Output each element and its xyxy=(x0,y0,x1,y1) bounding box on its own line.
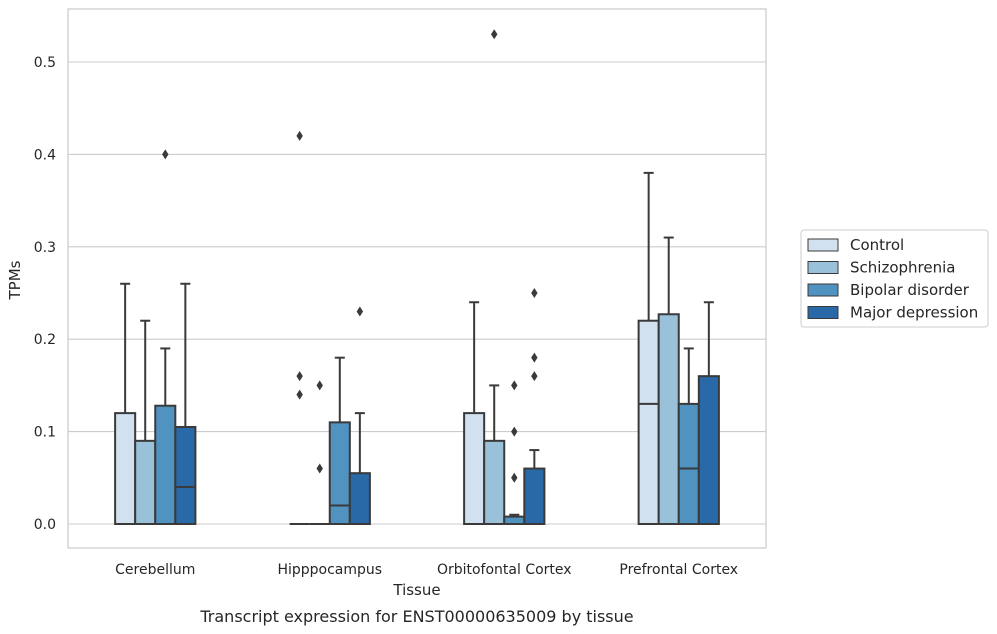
outlier-point xyxy=(296,130,303,141)
series-box xyxy=(483,29,506,525)
box-iqr xyxy=(697,375,720,525)
category-group xyxy=(637,171,720,526)
outlier-point xyxy=(511,426,518,437)
series-box xyxy=(134,319,157,525)
y-tick-label: 0.5 xyxy=(34,55,56,71)
series-box xyxy=(657,236,680,526)
y-ticks: 0.0 0.1 0.2 0.3 0.4 0.5 xyxy=(34,55,56,533)
series-box xyxy=(114,282,137,525)
legend-label: Major depression xyxy=(850,304,978,322)
box-iqr xyxy=(503,515,526,525)
series-box xyxy=(154,149,177,525)
x-tick-label: Cerebellum xyxy=(115,562,195,578)
x-ticks: Cerebellum Hipppocampus Orbitofontal Corte… xyxy=(115,562,738,578)
box-iqr xyxy=(463,412,486,525)
box-iqr xyxy=(637,319,660,525)
box-iqr xyxy=(114,412,137,525)
category-group xyxy=(289,130,371,525)
series-box xyxy=(174,282,197,526)
box-iqr xyxy=(677,402,700,526)
legend-label: Bipolar disorder xyxy=(850,281,970,299)
outlier-point xyxy=(511,380,518,391)
box-iqr xyxy=(174,425,197,526)
series-box xyxy=(523,288,546,525)
box-iqr xyxy=(134,439,157,525)
outlier-point xyxy=(356,306,364,317)
series-box xyxy=(677,347,700,526)
y-tick-label: 0.2 xyxy=(34,332,56,348)
box-iqr xyxy=(483,439,506,525)
outlier-point xyxy=(531,352,538,363)
series-box xyxy=(697,301,720,525)
y-tick-label: 0.4 xyxy=(34,147,56,163)
box-groups xyxy=(114,29,720,526)
outlier-point xyxy=(511,472,518,483)
legend-frame xyxy=(800,229,989,328)
y-tick-label: 0.0 xyxy=(34,517,56,533)
x-tick-label: Prefrontal Cortex xyxy=(619,562,738,578)
y-tick-label: 0.1 xyxy=(34,425,56,441)
series-box xyxy=(348,306,371,525)
category-group xyxy=(463,29,546,525)
series-box xyxy=(503,380,526,525)
box-iqr xyxy=(348,472,371,525)
box-iqr xyxy=(328,421,351,525)
legend-label: Control xyxy=(850,236,904,254)
x-axis-label: Tissue xyxy=(392,581,440,599)
y-axis-label: TPMs xyxy=(6,260,24,300)
box-iqr xyxy=(154,404,177,525)
outlier-point xyxy=(316,380,323,391)
legend-label: Schizophrenia xyxy=(850,259,955,277)
plot-frame xyxy=(67,8,767,549)
x-tick-label: Hipppocampus xyxy=(277,562,382,578)
box-iqr xyxy=(523,467,546,525)
legend-swatch xyxy=(807,261,839,274)
series-box xyxy=(328,356,351,525)
outlier-point xyxy=(296,389,303,400)
outlier-point xyxy=(316,463,323,474)
legend-swatch xyxy=(807,238,839,252)
x-tick-label: Orbitofontal Cortex xyxy=(437,562,572,578)
series-box xyxy=(309,380,330,525)
box-iqr xyxy=(657,313,680,526)
outlier-point xyxy=(531,288,538,298)
category-group xyxy=(114,149,197,526)
outlier-point xyxy=(491,29,498,40)
series-box xyxy=(289,130,310,525)
series-box xyxy=(463,301,486,525)
outlier-point xyxy=(162,149,169,160)
legend-swatch xyxy=(807,306,839,319)
legend: Control Schizophrenia Bipolar disorder Majo… xyxy=(800,229,989,328)
outlier-point xyxy=(531,371,538,382)
legend-swatch xyxy=(807,283,839,297)
y-tick-label: 0.3 xyxy=(34,240,56,256)
outlier-point xyxy=(296,371,303,382)
figure-caption: Transcript expression for ENST0000063500… xyxy=(199,607,633,626)
